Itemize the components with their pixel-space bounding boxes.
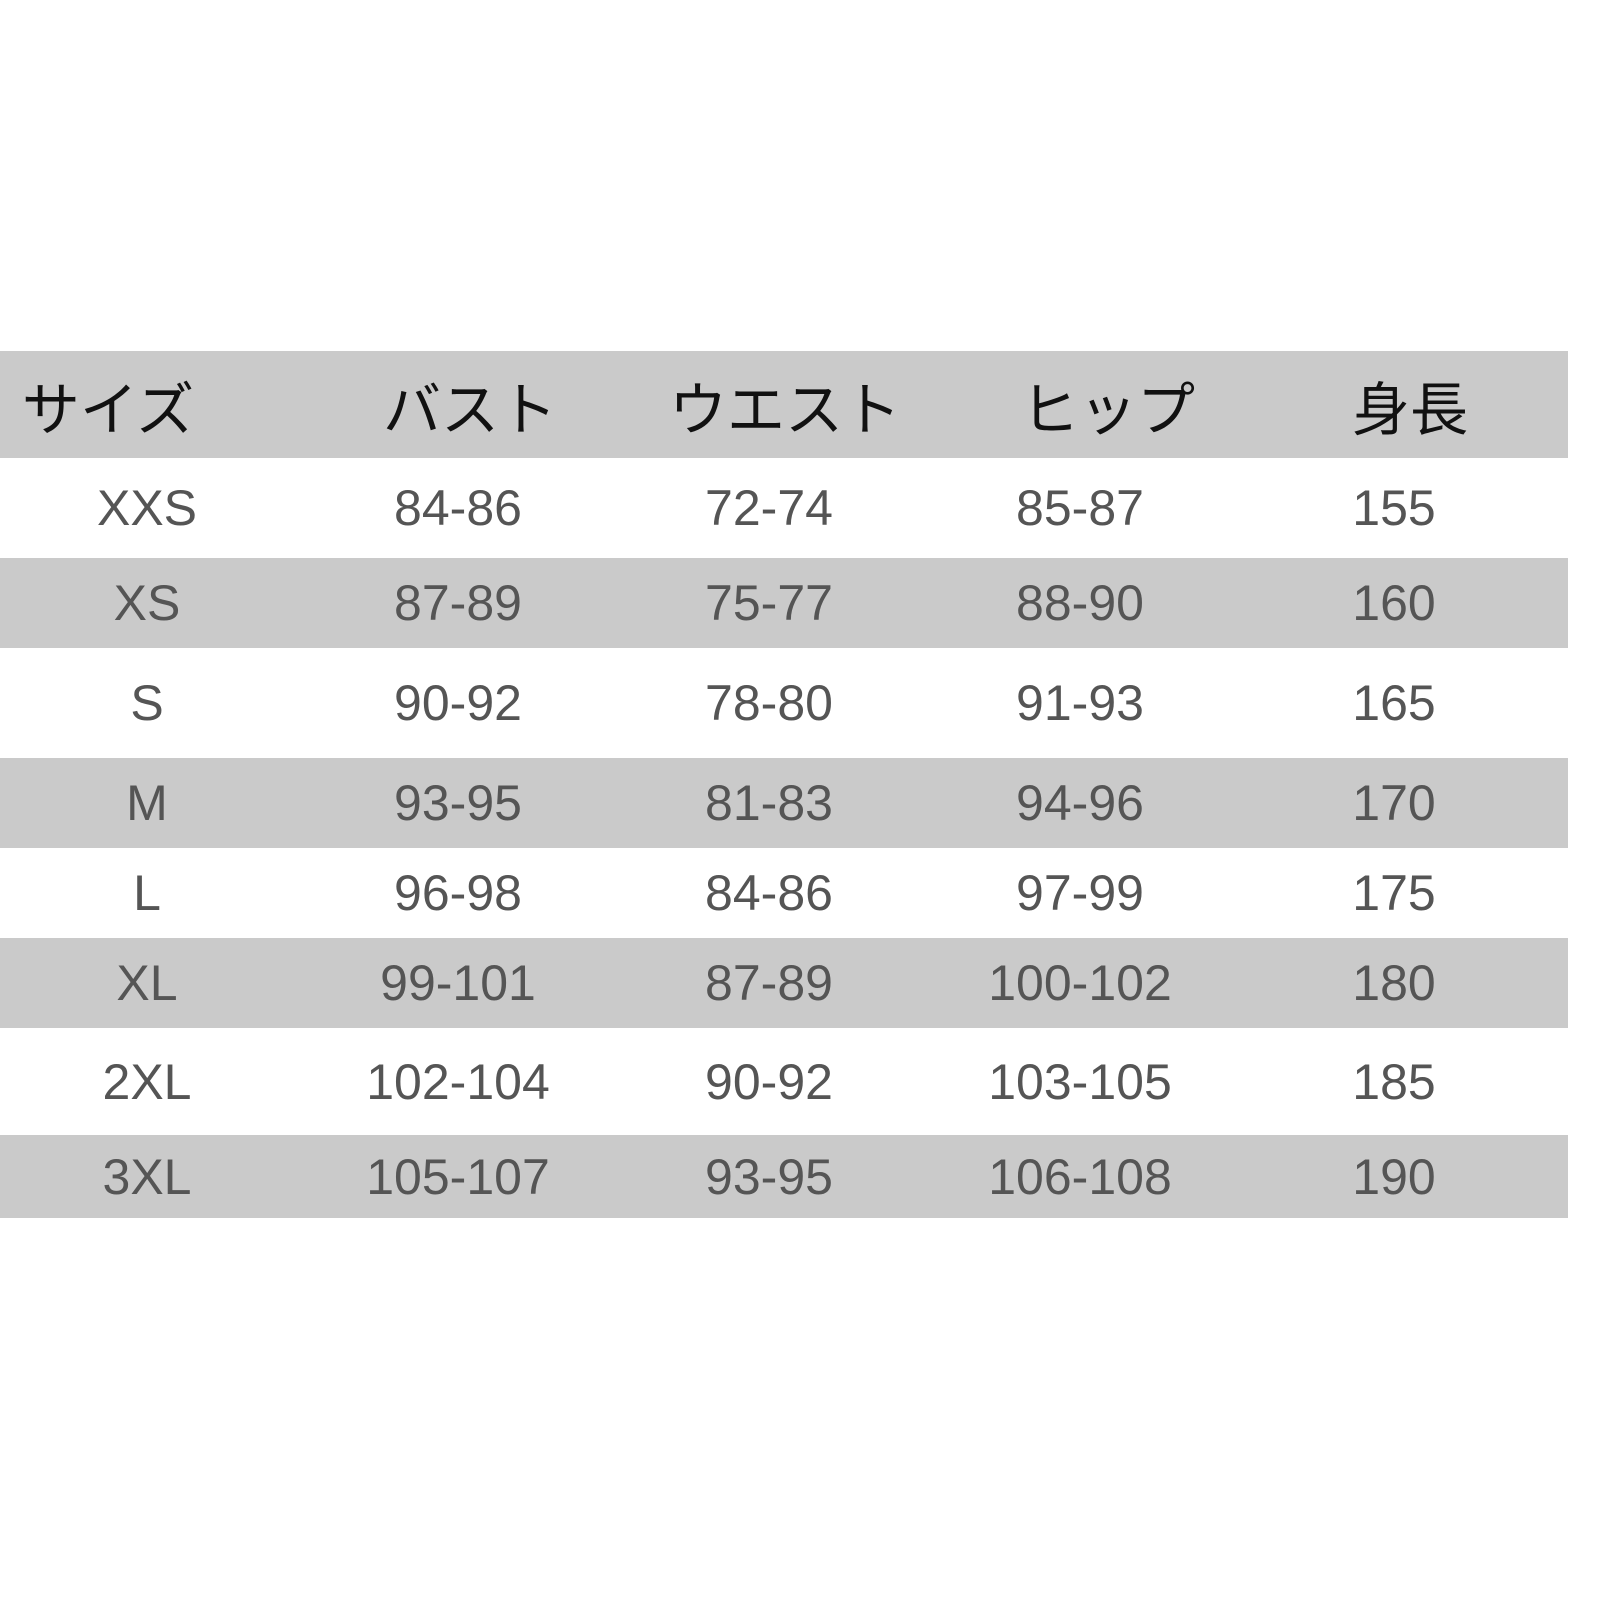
column-header: サイズ bbox=[21, 377, 195, 443]
size-label: 3XL bbox=[102, 1148, 192, 1205]
measurement-cell: 190 bbox=[1352, 1148, 1436, 1205]
measurement-cell: 170 bbox=[1352, 775, 1436, 831]
size-label: XS bbox=[113, 575, 181, 631]
table-row: M 93-95 81-83 94-96 170 bbox=[0, 758, 1568, 848]
measurement-cell: 85-87 bbox=[1016, 480, 1144, 536]
measurement-cell: 93-95 bbox=[705, 1148, 833, 1205]
measurement-cell: 103-105 bbox=[988, 1053, 1172, 1110]
table-row: S 90-92 78-80 91-93 165 bbox=[0, 648, 1568, 758]
measurement-cell: 94-96 bbox=[1016, 775, 1144, 831]
measurement-cell: 180 bbox=[1352, 955, 1436, 1011]
size-label: 2XL bbox=[102, 1053, 192, 1110]
measurement-cell: 165 bbox=[1352, 675, 1436, 731]
table-row: XL 99-101 87-89 100-102 180 bbox=[0, 938, 1568, 1028]
measurement-cell: 84-86 bbox=[394, 480, 522, 536]
column-header: ヒップ bbox=[1020, 377, 1196, 443]
column-header: バスト bbox=[382, 377, 558, 443]
size-label: L bbox=[133, 865, 161, 921]
table-row: 3XL 105-107 93-95 106-108 190 bbox=[0, 1135, 1568, 1218]
measurement-cell: 72-74 bbox=[705, 480, 833, 536]
measurement-cell: 78-80 bbox=[705, 675, 833, 731]
column-header: 身長 bbox=[1351, 377, 1469, 443]
measurement-cell: 81-83 bbox=[705, 775, 833, 831]
measurement-cell: 97-99 bbox=[1016, 865, 1144, 921]
table-row: XXS 84-86 72-74 85-87 155 bbox=[0, 458, 1568, 558]
measurement-cell: 87-89 bbox=[394, 575, 522, 631]
measurement-cell: 100-102 bbox=[988, 955, 1172, 1011]
size-chart-table: サイズ バスト ウエスト ヒップ 身長 XXS 84-86 72-74 85-87 155 XS 87… bbox=[0, 351, 1568, 1218]
measurement-cell: 96-98 bbox=[394, 865, 522, 921]
measurement-cell: 88-90 bbox=[1016, 575, 1144, 631]
measurement-cell: 99-101 bbox=[380, 955, 536, 1011]
measurement-cell: 90-92 bbox=[705, 1053, 833, 1110]
measurement-cell: 155 bbox=[1352, 480, 1436, 536]
measurement-cell: 90-92 bbox=[394, 675, 522, 731]
header-row: サイズ バスト ウエスト ヒップ 身長 bbox=[0, 351, 1568, 458]
column-header: ウエスト bbox=[668, 377, 902, 443]
measurement-cell: 185 bbox=[1352, 1053, 1436, 1110]
size-label: XL bbox=[116, 955, 178, 1011]
size-label: M bbox=[126, 775, 168, 831]
table-row: L 96-98 84-86 97-99 175 bbox=[0, 848, 1568, 938]
size-label: XXS bbox=[96, 480, 198, 536]
measurement-cell: 75-77 bbox=[705, 575, 833, 631]
table-row: XS 87-89 75-77 88-90 160 bbox=[0, 558, 1568, 648]
measurement-cell: 160 bbox=[1352, 575, 1436, 631]
measurement-cell: 106-108 bbox=[988, 1148, 1172, 1205]
size-label: S bbox=[130, 675, 164, 731]
table-row: 2XL 102-104 90-92 103-105 185 bbox=[0, 1028, 1568, 1135]
measurement-cell: 105-107 bbox=[366, 1148, 550, 1205]
measurement-cell: 175 bbox=[1352, 865, 1436, 921]
measurement-cell: 84-86 bbox=[705, 865, 833, 921]
measurement-cell: 93-95 bbox=[394, 775, 522, 831]
measurement-cell: 102-104 bbox=[366, 1053, 550, 1110]
measurement-cell: 91-93 bbox=[1016, 675, 1144, 731]
measurement-cell: 87-89 bbox=[705, 955, 833, 1011]
